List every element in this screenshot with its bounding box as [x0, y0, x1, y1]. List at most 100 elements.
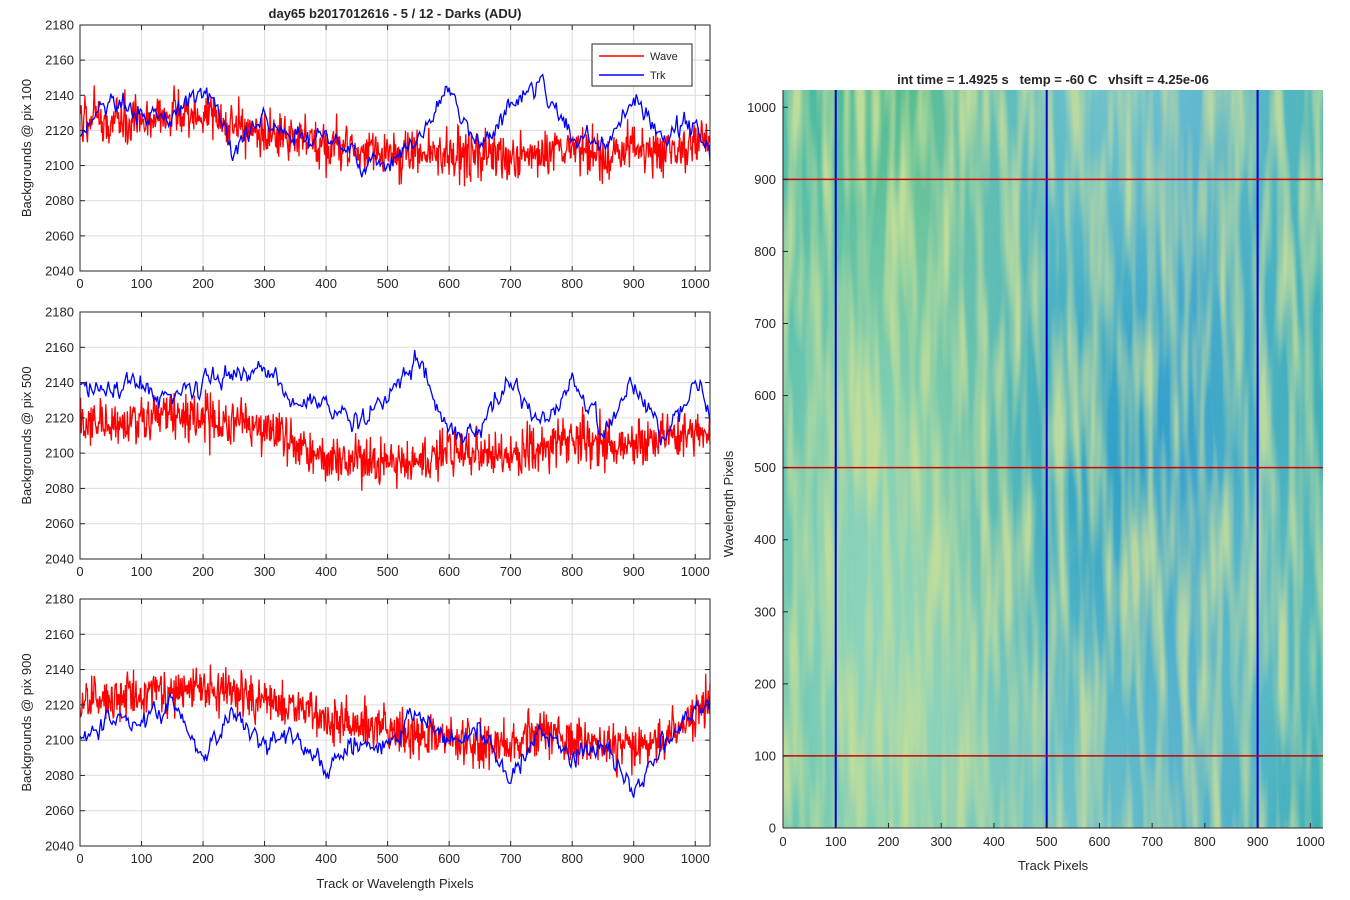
y-tick-label: 2060	[45, 228, 74, 243]
x-tick-label: 600	[438, 851, 460, 866]
y-tick-label: 2180	[45, 592, 74, 607]
y-tick-label: 300	[754, 604, 776, 619]
x-tick-label: 300	[254, 564, 276, 579]
x-tick-label: 700	[500, 276, 522, 291]
x-tick-label: 400	[315, 564, 337, 579]
y-tick-label: 2060	[45, 803, 74, 818]
y-tick-label: 2180	[45, 305, 74, 320]
x-tick-label: 900	[623, 276, 645, 291]
x-tick-label: 1000	[681, 564, 710, 579]
y-tick-label: 2180	[45, 18, 74, 33]
x-tick-label: 800	[561, 564, 583, 579]
legend-label-wave: Wave	[650, 51, 678, 63]
x-tick-label: 1000	[681, 276, 710, 291]
x-tick-label: 200	[192, 276, 214, 291]
line-panel-pix-100: 0 100 200 300 400 500 600 700 800 900 1000 2040 2060…	[19, 6, 711, 291]
x-tick-label: 800	[561, 851, 583, 866]
x-tick-label: 900	[1247, 834, 1269, 849]
y-tick-label: 2040	[45, 839, 74, 854]
series-line-trk	[79, 692, 711, 798]
x-tick-label: 100	[131, 564, 153, 579]
axes-frame	[79, 24, 711, 272]
y-tick-label: 2080	[45, 193, 74, 208]
axes-frame	[79, 311, 711, 560]
y-tick-label: 0	[769, 821, 776, 836]
y-tick-label: 2080	[45, 768, 74, 783]
y-tick-label: 2160	[45, 340, 74, 355]
x-tick-label: 600	[1089, 834, 1111, 849]
y-tick-label: 600	[754, 388, 776, 403]
y-tick-label: 2100	[45, 158, 74, 173]
x-tick-label: 500	[377, 276, 399, 291]
x-tick-label: 1000	[681, 851, 710, 866]
y-tick-label: 2100	[45, 446, 74, 461]
y-tick-label: 2140	[45, 662, 74, 677]
x-tick-label: 100	[131, 276, 153, 291]
x-axis-label: Track Pixels	[1018, 858, 1089, 873]
x-tick-label: 700	[500, 564, 522, 579]
x-axis-label: Track or Wavelength Pixels	[316, 876, 474, 891]
x-tick-label: 400	[983, 834, 1005, 849]
x-tick-label: 800	[561, 276, 583, 291]
y-tick-label: 400	[754, 532, 776, 547]
axes-frame	[79, 598, 711, 847]
x-tick-label: 200	[878, 834, 900, 849]
series-line-wave	[79, 85, 711, 187]
series-line-trk	[79, 73, 711, 178]
plot-area	[80, 312, 710, 559]
x-tick-label: 700	[1141, 834, 1163, 849]
x-tick-label: 500	[377, 564, 399, 579]
y-axis-label: Wavelength Pixels	[721, 450, 736, 557]
heatmap-title: int time = 1.4925 s temp = -60 C vhsift …	[897, 72, 1209, 87]
legend-label-trk: Trk	[650, 70, 666, 82]
x-tick-label: 200	[192, 851, 214, 866]
y-tick-label: 2160	[45, 53, 74, 68]
y-tick-label: 800	[754, 244, 776, 259]
heatmap-panel: 0 100 200 300 400 500 600 700 800 900 1000 0 100 200 3…	[721, 72, 1325, 873]
y-tick-label: 1000	[747, 100, 776, 115]
y-tick-label: 2100	[45, 733, 74, 748]
line-panel-pix-500: 0 100 200 300 400 500 600 700 800 900 1000 2040 2060…	[19, 305, 711, 579]
y-tick-label: 2140	[45, 88, 74, 103]
x-tick-label: 300	[930, 834, 952, 849]
y-tick-label: 2140	[45, 375, 74, 390]
chart-title: day65 b2017012616 - 5 / 12 - Darks (ADU)	[269, 6, 522, 21]
legend-box	[591, 43, 693, 87]
x-tick-label: 900	[623, 851, 645, 866]
y-tick-label: 2160	[45, 627, 74, 642]
y-tick-label: 500	[754, 460, 776, 475]
y-tick-label: 2120	[45, 410, 74, 425]
y-tick-label: 2120	[45, 123, 74, 138]
x-tick-label: 800	[1194, 834, 1216, 849]
y-tick-label: 900	[754, 172, 776, 187]
x-tick-label: 500	[1036, 834, 1058, 849]
y-tick-label: 700	[754, 316, 776, 331]
x-tick-label: 100	[825, 834, 847, 849]
x-tick-label: 500	[377, 851, 399, 866]
y-axis-label: Backgrounds @ pix 500	[19, 366, 34, 504]
x-tick-label: 300	[254, 851, 276, 866]
y-tick-label: 2080	[45, 481, 74, 496]
x-tick-label: 0	[76, 851, 83, 866]
y-tick-label: 2040	[45, 264, 74, 279]
x-tick-label: 900	[623, 564, 645, 579]
y-axis-label: Backgrounds @ pix 900	[19, 653, 34, 791]
x-tick-label: 600	[438, 564, 460, 579]
y-tick-label: 2040	[45, 552, 74, 567]
x-tick-label: 0	[76, 564, 83, 579]
x-tick-label: 400	[315, 276, 337, 291]
series-line-wave	[79, 389, 711, 491]
y-axis-label: Backgrounds @ pix 100	[19, 79, 34, 217]
y-tick-label: 200	[754, 676, 776, 691]
x-tick-label: 0	[76, 276, 83, 291]
y-tick-label: 2120	[45, 697, 74, 712]
legend: Wave Trk	[591, 43, 693, 87]
heatmap-texture	[783, 90, 1323, 828]
x-tick-label: 100	[131, 851, 153, 866]
x-tick-label: 600	[438, 276, 460, 291]
line-panel-pix-900: 0 100 200 300 400 500 600 700 800 900 1000 2040 2060…	[19, 592, 711, 891]
y-tick-label: 100	[754, 748, 776, 763]
x-tick-label: 400	[315, 851, 337, 866]
x-tick-label: 700	[500, 851, 522, 866]
